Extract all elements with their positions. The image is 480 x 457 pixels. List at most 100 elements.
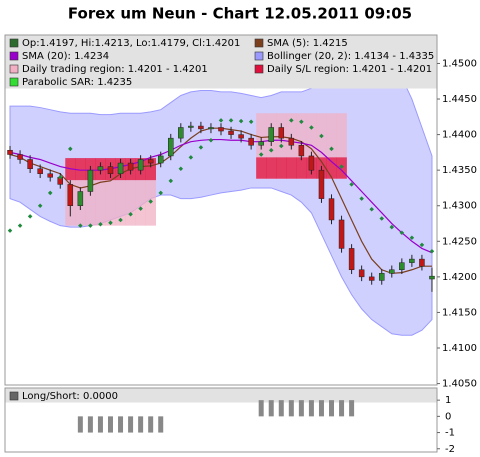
candle-body: [168, 137, 174, 157]
region: [145, 159, 156, 226]
candle-body: [288, 137, 295, 146]
sar-dot: [27, 214, 33, 219]
candle-body: [188, 125, 194, 128]
sar-dot: [108, 220, 113, 226]
candle-body: [117, 162, 124, 174]
y-tick-label: 1.4150: [442, 307, 477, 318]
region: [316, 113, 327, 179]
candle-body: [399, 262, 405, 271]
sar-dot: [329, 146, 334, 152]
y-tick-label: 1.4100: [442, 343, 477, 354]
candle-body: [157, 155, 164, 164]
region: [296, 157, 307, 179]
bar: [128, 416, 134, 433]
y-tick-label: 1.4500: [442, 58, 477, 69]
bar: [148, 416, 154, 433]
sar-dot: [409, 235, 415, 241]
region: [75, 158, 86, 181]
sar-dot: [78, 223, 83, 228]
candle-body: [198, 125, 204, 130]
candle-body: [348, 248, 355, 271]
candle-body: [308, 155, 315, 171]
legend-label: Long/Short: 0.0000: [22, 391, 118, 402]
legend-swatch: [254, 51, 264, 61]
sar-dot: [228, 118, 234, 123]
legend-label: SMA (20): 1.4234: [22, 51, 109, 62]
region: [125, 159, 136, 226]
candle-body: [409, 258, 415, 263]
candle-body: [7, 149, 13, 155]
region: [276, 157, 287, 179]
candle-body: [77, 191, 84, 206]
bar: [118, 416, 124, 433]
candle-body: [338, 219, 345, 249]
region: [286, 157, 297, 179]
candle-body: [298, 145, 305, 157]
legend-label: Op:1.4197, Hi:1.4213, Lo:1.4179, Cl:1.42…: [22, 38, 240, 49]
candle-body: [238, 134, 244, 139]
bar: [258, 400, 264, 417]
bar: [308, 400, 314, 417]
candle-body: [278, 127, 285, 139]
y-tick-label: -2: [445, 444, 455, 455]
y-tick-label: -1: [445, 428, 455, 439]
candle-body: [358, 269, 365, 278]
legend-swatch: [9, 38, 19, 48]
y-tick-label: 1.4300: [442, 201, 477, 212]
candle-body: [67, 184, 74, 206]
candle-body: [228, 130, 234, 135]
bar: [97, 416, 103, 433]
bar: [158, 416, 164, 433]
legend-background: [5, 388, 437, 403]
y-tick-label: 1.4450: [442, 94, 477, 105]
candle-body: [389, 269, 395, 274]
sar-dot: [258, 152, 264, 157]
region: [326, 113, 337, 179]
region: [326, 157, 337, 179]
sar-dot: [268, 147, 274, 153]
region: [266, 157, 277, 179]
candle-body: [27, 159, 33, 169]
sar-dot: [369, 207, 374, 212]
candle-body: [429, 275, 435, 280]
sar-dot: [98, 221, 103, 227]
candle-body: [17, 154, 23, 160]
region: [336, 113, 347, 179]
y-tick-label: 1.4250: [442, 236, 477, 247]
legend-swatch: [9, 51, 19, 61]
sar-dot: [68, 146, 73, 152]
y-tick-label: 1.4050: [442, 379, 477, 390]
candle-body: [208, 127, 214, 130]
sar-dot: [389, 224, 395, 230]
candle-body: [258, 141, 264, 146]
candle-body: [318, 169, 325, 199]
chart-title: Forex um Neun - Chart 12.05.2011 09:05: [68, 5, 412, 23]
legend-swatch: [9, 77, 19, 87]
candle-body: [47, 173, 53, 178]
region: [145, 158, 156, 181]
legend-swatch: [9, 64, 19, 74]
bar: [288, 400, 294, 417]
candle-body: [268, 127, 274, 142]
bar: [77, 416, 83, 433]
legend-label: Daily trading region: 1.4201 - 1.4201: [22, 64, 208, 75]
bar: [87, 416, 93, 433]
y-tick-label: 1.4200: [442, 272, 477, 283]
candle-body: [127, 162, 134, 171]
bar: [318, 400, 324, 417]
legend-label: Daily S/L region: 1.4201 - 1.4201: [267, 64, 432, 75]
legend-background: [5, 35, 437, 89]
bar: [298, 400, 304, 417]
candle-body: [378, 273, 385, 281]
sar-dot: [379, 216, 385, 221]
candle-body: [328, 198, 335, 221]
bar: [268, 400, 274, 417]
candle-body: [368, 276, 375, 281]
candle-body: [107, 166, 114, 174]
sar-dot: [118, 217, 123, 223]
legend-swatch: [254, 38, 264, 48]
candle-body: [419, 258, 425, 267]
candle-body: [248, 137, 254, 146]
bar: [107, 416, 113, 433]
candle-body: [37, 168, 43, 174]
